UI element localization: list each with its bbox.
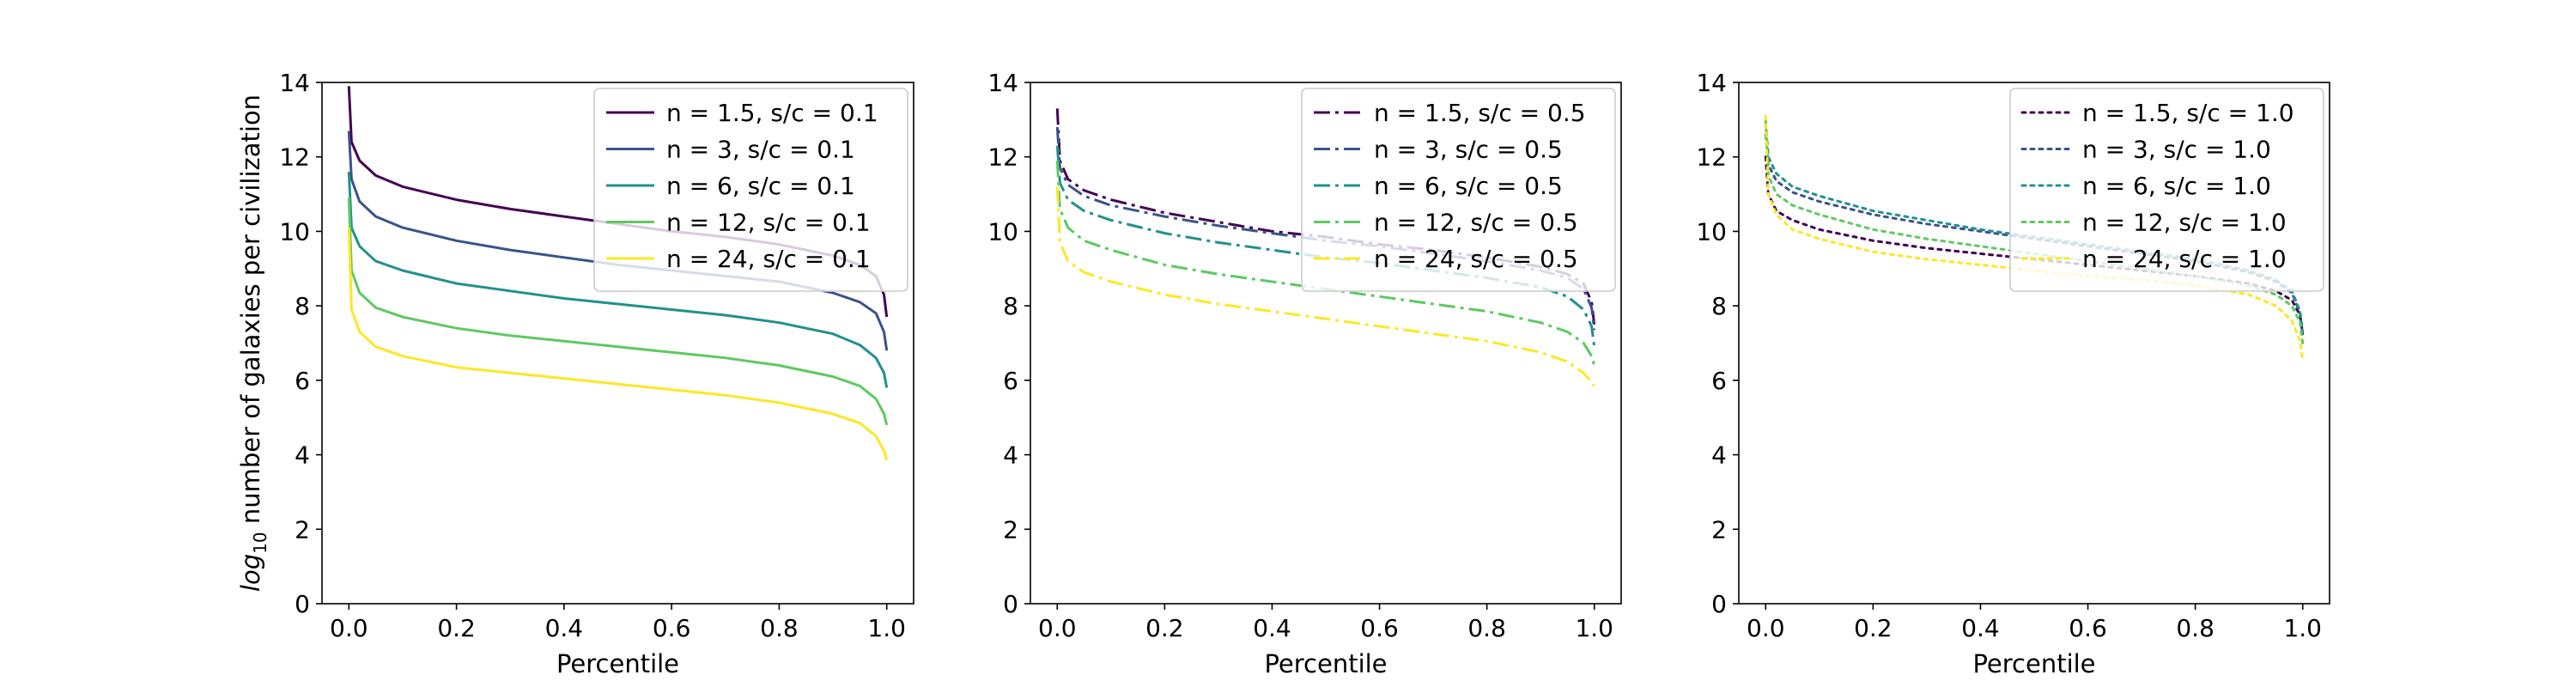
series-line-3 — [347, 172, 889, 388]
y-tick-label: 6 — [1711, 367, 1727, 395]
y-tick-label: 8 — [1711, 292, 1727, 320]
x-tick-label: 0.6 — [1360, 614, 1399, 642]
legend-label: n = 12, s/c = 0.5 — [1374, 209, 1578, 237]
y-tick-label: 12 — [1696, 143, 1727, 172]
legend-label: n = 6, s/c = 0.5 — [1374, 172, 1563, 200]
legend-label: n = 1.5, s/c = 0.1 — [666, 99, 878, 127]
x-tick-label: 0.0 — [1747, 614, 1785, 642]
x-tick-label: 1.0 — [1575, 614, 1613, 642]
x-tick-label: 0.6 — [653, 614, 691, 642]
x-axis-label: Percentile — [1972, 649, 2095, 678]
x-tick-label: 0.4 — [545, 614, 584, 642]
y-tick-label: 2 — [295, 515, 310, 544]
series-line-5 — [1055, 186, 1595, 387]
legend-label: n = 24, s/c = 0.5 — [1374, 245, 1578, 273]
legend: n = 1.5, s/c = 0.5 n = 3, s/c = 0.5 n = 6,… — [1301, 88, 1616, 292]
x-tick-label: 0.2 — [1145, 614, 1184, 642]
y-tick-label: 0 — [295, 590, 310, 618]
y-tick-label: 14 — [987, 69, 1018, 97]
y-tick-label: 14 — [279, 69, 310, 97]
x-tick-label: 0.8 — [760, 614, 799, 642]
y-tick-label: 4 — [1711, 441, 1727, 470]
y-tick-label: 8 — [295, 292, 310, 320]
series-line-4 — [347, 198, 889, 426]
panel-2: 0.0 0.2 0.4 0.6 0.8 1.0 0 2 4 6 8 10 12 14 Percentile n… — [987, 69, 1622, 678]
panel-1: 0.0 0.2 0.4 0.6 0.8 1.0 0 2 4 6 8 10 12 14 Percentile l… — [236, 69, 914, 678]
legend-box — [2009, 88, 2324, 292]
y-tick-label: 0 — [1711, 590, 1727, 618]
legend-label: n = 6, s/c = 0.1 — [666, 172, 855, 200]
legend-label: n = 24, s/c = 0.1 — [666, 245, 871, 273]
legend-label: n = 3, s/c = 1.0 — [2082, 136, 2271, 164]
y-axis-label: log10 number of galaxies per civilizatio… — [236, 94, 270, 592]
x-tick-label: 0.6 — [2069, 614, 2107, 642]
y-tick-label: 10 — [1696, 217, 1727, 246]
axes-frame — [1030, 82, 1622, 605]
x-axis-label: Percentile — [556, 649, 679, 678]
x-tick-label: 0.0 — [330, 614, 368, 642]
legend-label: n = 24, s/c = 1.0 — [2082, 245, 2287, 273]
x-tick-label: 1.0 — [867, 614, 906, 642]
x-axis-label: Percentile — [1264, 649, 1387, 678]
y-tick-label: 10 — [279, 217, 310, 246]
y-tick-label: 14 — [1696, 69, 1727, 97]
y-tick-label: 8 — [1003, 292, 1018, 320]
legend-label: n = 6, s/c = 1.0 — [2082, 172, 2271, 200]
legend-label: n = 1.5, s/c = 1.0 — [2082, 99, 2294, 127]
legend-box — [593, 88, 908, 292]
y-tick-label: 0 — [1003, 590, 1018, 618]
legend-label: n = 1.5, s/c = 0.5 — [1374, 99, 1586, 127]
y-tick-label: 6 — [1003, 367, 1018, 395]
legend-label: n = 3, s/c = 0.5 — [1374, 136, 1563, 164]
y-tick-label: 12 — [987, 143, 1018, 172]
x-tick-label: 0.2 — [437, 614, 476, 642]
x-tick-label: 0.0 — [1038, 614, 1077, 642]
y-tick-label: 2 — [1711, 515, 1727, 544]
legend-label: n = 12, s/c = 0.1 — [666, 209, 871, 237]
x-tick-label: 1.0 — [2283, 614, 2322, 642]
y-tick-label: 12 — [279, 143, 310, 172]
x-tick-label: 0.8 — [1467, 614, 1506, 642]
series-line-5 — [347, 228, 889, 461]
legend-label: n = 12, s/c = 1.0 — [2082, 209, 2287, 237]
axes-frame — [321, 82, 914, 605]
y-tick-label: 2 — [1003, 515, 1018, 544]
legend: n = 1.5, s/c = 1.0 n = 3, s/c = 1.0 n = 6,… — [2009, 88, 2324, 292]
y-tick-label: 4 — [1003, 441, 1018, 470]
y-tick-label: 10 — [987, 217, 1018, 246]
legend-box — [1301, 88, 1616, 292]
legend: n = 1.5, s/c = 0.1 n = 3, s/c = 0.1 n = 6,… — [593, 88, 908, 292]
x-tick-label: 0.4 — [1253, 614, 1291, 642]
x-tick-label: 0.8 — [2176, 614, 2215, 642]
panel-3: 0.0 0.2 0.4 0.6 0.8 1.0 0 2 4 6 8 10 12 14 Percentile n… — [1696, 69, 2330, 678]
axes-frame — [1738, 82, 2330, 605]
y-tick-label: 6 — [295, 367, 310, 395]
x-tick-label: 0.4 — [1961, 614, 2000, 642]
x-tick-label: 0.2 — [1854, 614, 1893, 642]
y-tick-label: 4 — [295, 441, 310, 470]
legend-label: n = 3, s/c = 0.1 — [666, 136, 855, 164]
